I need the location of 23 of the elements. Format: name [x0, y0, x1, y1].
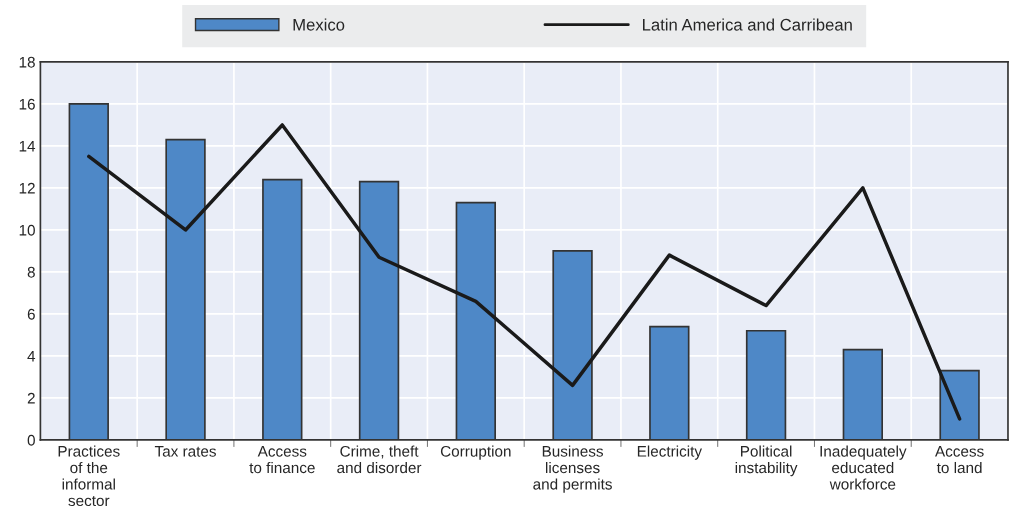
x-tick-label: Tax rates — [154, 446, 216, 457]
y-tick-label: 2 — [27, 392, 35, 404]
x-tick-label: Electricity — [637, 445, 702, 460]
x-tick-label: Crime, theft and disorder — [337, 445, 422, 474]
y-tick-label: 0 — [27, 434, 35, 446]
x-tick-label: Political instability — [735, 445, 798, 477]
y-tick-label: 8 — [27, 266, 35, 278]
y-tick-label: 6 — [27, 308, 35, 320]
x-tick-label: Inadequately educated workforce — [820, 445, 907, 490]
x-tick-label: Business licenses and permits — [533, 445, 612, 493]
y-tick-label: 14 — [19, 140, 36, 152]
line-series — [87, 123, 962, 421]
y-tick-label: 16 — [19, 98, 35, 110]
legend-label: Mexico — [293, 18, 345, 31]
x-tick-label: Practices of the informal sector — [58, 445, 120, 507]
y-tick-label: 18 — [19, 56, 35, 68]
x-tick-label: Access to finance — [249, 446, 315, 474]
x-tick-label: Access to land — [935, 446, 984, 474]
legend-label: Latin America and Carribean — [643, 18, 852, 31]
x-tick-label: Corruption — [440, 445, 511, 460]
y-tick-label: 12 — [19, 182, 35, 194]
y-tick-label: 10 — [19, 224, 35, 236]
y-tick-label: 4 — [27, 350, 36, 362]
